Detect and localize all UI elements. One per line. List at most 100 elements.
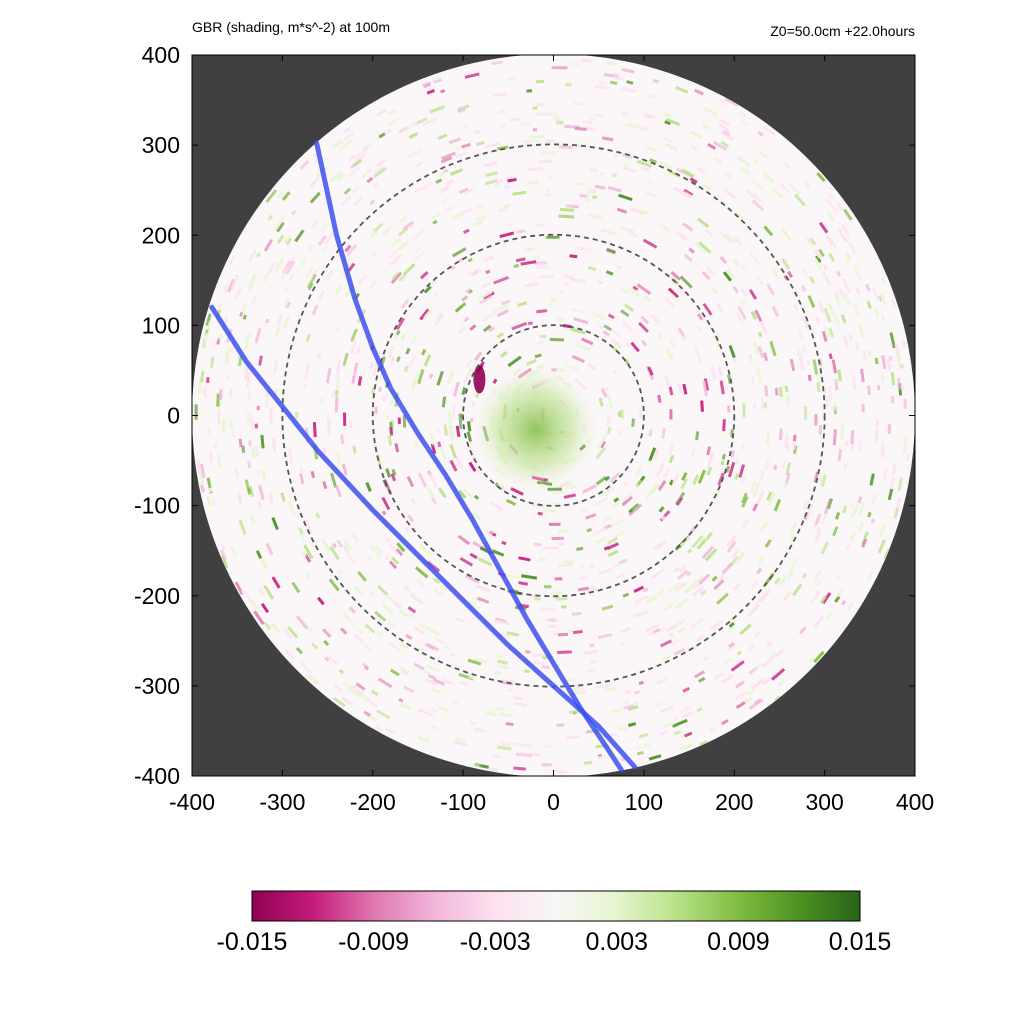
- field-cell: [681, 222, 694, 232]
- field-cell: [513, 702, 527, 707]
- field-cell: [475, 584, 491, 593]
- field-cell: [642, 587, 649, 593]
- field-cell: [340, 195, 352, 207]
- field-cell: [748, 251, 761, 266]
- field-cell: [521, 574, 538, 580]
- field-cell: [752, 341, 760, 356]
- field-cell: [403, 584, 411, 592]
- field-cell: [857, 521, 865, 533]
- field-cell: [320, 537, 332, 553]
- field-cell: [271, 437, 277, 452]
- field-cell: [833, 402, 837, 411]
- field-cell: [538, 515, 547, 519]
- field-cell: [797, 350, 802, 357]
- field-cell: [663, 467, 671, 478]
- field-cell: [882, 467, 888, 479]
- field-cell: [315, 168, 321, 174]
- field-cell: [440, 156, 453, 164]
- field-cell: [375, 108, 388, 118]
- field-cell: [205, 313, 212, 327]
- field-cell: [467, 257, 473, 263]
- field-cell: [872, 287, 880, 301]
- field-cell: [369, 362, 374, 370]
- field-cell: [665, 143, 679, 151]
- field-cell: [463, 316, 470, 323]
- field-cell: [299, 159, 310, 170]
- field-cell: [609, 472, 621, 484]
- field-cell: [246, 412, 250, 425]
- field-cell: [417, 369, 425, 385]
- field-cell: [262, 273, 269, 283]
- field-cell: [816, 172, 826, 183]
- field-cell: [618, 642, 626, 647]
- field-cell: [732, 258, 741, 268]
- field-cell: [310, 470, 316, 479]
- field-cell: [465, 358, 473, 369]
- field-cell: [251, 448, 256, 458]
- field-cell: [565, 83, 572, 87]
- field-cell: [611, 497, 626, 509]
- field-cell: [563, 274, 574, 279]
- field-cell: [646, 93, 657, 100]
- field-cell: [623, 166, 636, 174]
- field-cell: [429, 105, 446, 114]
- field-cell: [786, 445, 790, 452]
- field-cell: [674, 582, 687, 593]
- field-cell: [400, 298, 410, 309]
- field-cell: [680, 705, 692, 714]
- field-cell: [471, 400, 476, 408]
- field-cell: [730, 660, 745, 672]
- field-cell: [737, 306, 747, 320]
- field-cell: [774, 695, 781, 702]
- field-cell: [773, 498, 782, 512]
- field-cell: [458, 672, 475, 681]
- field-cell: [579, 508, 588, 514]
- field-cell: [721, 719, 729, 726]
- field-cell: [550, 591, 564, 595]
- field-cell: [740, 165, 751, 176]
- field-cell: [547, 624, 557, 628]
- field-cell: [593, 113, 605, 118]
- field-cell: [738, 111, 746, 118]
- field-cell: [597, 435, 607, 450]
- field-cell: [751, 192, 763, 204]
- field-cell: [623, 480, 629, 486]
- field-cell: [720, 119, 731, 128]
- field-cell: [507, 573, 521, 580]
- field-cell: [351, 374, 356, 384]
- field-cell: [592, 526, 609, 536]
- field-cell: [619, 627, 632, 634]
- field-cell: [371, 250, 378, 257]
- field-cell: [536, 265, 549, 270]
- field-cell: [668, 443, 675, 454]
- field-cell: [374, 545, 383, 555]
- field-cell: [283, 647, 295, 660]
- field-cell: [477, 596, 490, 604]
- colorbar-tick-label: -0.003: [460, 928, 531, 956]
- field-cell: [569, 327, 586, 335]
- field-cell: [389, 355, 396, 366]
- field-cell: [435, 178, 443, 184]
- field-cell: [404, 526, 411, 533]
- field-cell: [536, 309, 548, 314]
- field-cell: [489, 709, 495, 714]
- field-cell: [763, 125, 776, 137]
- field-cell: [432, 291, 438, 298]
- field-cell: [274, 326, 281, 337]
- field-cell: [754, 629, 763, 638]
- field-cell: [410, 334, 418, 345]
- field-cell: [332, 139, 344, 150]
- field-cell: [763, 402, 768, 408]
- field-cell: [448, 137, 461, 145]
- field-cell: [616, 207, 628, 214]
- field-cell: [413, 441, 419, 448]
- field-cell: [301, 258, 308, 267]
- field-cell: [436, 312, 444, 320]
- field-cell: [537, 262, 546, 266]
- field-cell: [317, 235, 327, 246]
- field-cell: [476, 203, 485, 210]
- field-cell: [840, 314, 847, 324]
- field-cell: [390, 237, 402, 248]
- field-cell: [276, 190, 285, 199]
- field-cell: [398, 540, 409, 551]
